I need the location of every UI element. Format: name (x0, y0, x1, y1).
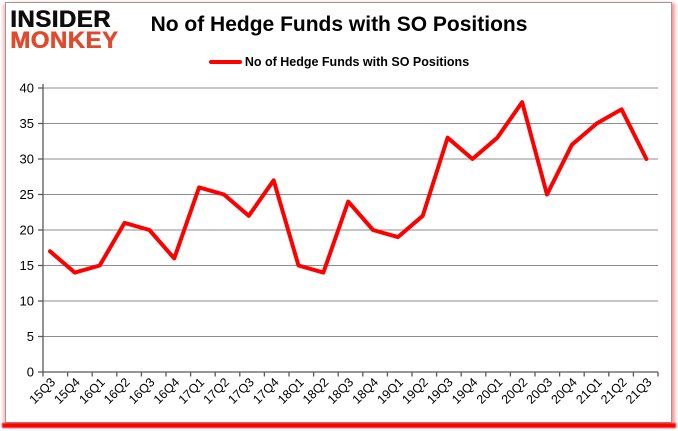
x-tick-label: 19Q3 (424, 375, 456, 407)
x-tick-label: 20Q2 (499, 375, 531, 407)
x-tick-label: 16Q4 (151, 375, 183, 407)
legend-line-swatch (208, 59, 242, 65)
x-tick-label: 18Q4 (350, 375, 382, 407)
y-tick-label: 30 (20, 152, 34, 167)
x-tick-label: 17Q1 (176, 375, 208, 407)
x-tick-label: 19Q1 (374, 375, 406, 407)
x-tick-label: 19Q4 (449, 375, 481, 407)
x-tick-label: 19Q2 (399, 375, 431, 407)
line-series (48, 100, 649, 275)
x-tick-label: 18Q1 (275, 375, 307, 407)
y-tick-label: 40 (20, 81, 34, 96)
x-tick-label: 17Q3 (225, 375, 257, 407)
x-tick-label: 16Q1 (76, 375, 108, 407)
gridlines (43, 87, 658, 337)
y-tick-label: 5 (27, 329, 34, 344)
y-tick-label: 10 (20, 294, 34, 309)
logo-word-monkey: MONKEY (10, 27, 119, 55)
x-tick-label: 20Q4 (548, 375, 580, 407)
y-tick-label: 25 (20, 187, 34, 202)
x-tick-label: 15Q4 (51, 375, 83, 407)
y-tick-label: 35 (20, 116, 34, 131)
x-tick-label: 16Q3 (126, 375, 158, 407)
x-tick-label: 18Q3 (325, 375, 357, 407)
x-tick-label: 21Q2 (598, 375, 630, 407)
y-tick-label: 20 (20, 223, 34, 238)
y-axis: 0 5 10 15 20 25 30 35 40 (20, 81, 44, 380)
x-tick-label: 20Q3 (524, 375, 556, 407)
x-tick-label: 17Q2 (201, 375, 233, 407)
x-tick-label: 20Q1 (474, 375, 506, 407)
x-tick-label: 21Q1 (573, 375, 605, 407)
insider-monkey-logo: INSIDER MONKEY (10, 6, 119, 55)
x-axis: 15Q315Q416Q116Q216Q316Q417Q117Q217Q317Q4… (27, 371, 659, 407)
bottom-accent-bar (2, 423, 676, 428)
x-tick-label: 16Q2 (101, 375, 133, 407)
x-tick-label: 21Q3 (623, 375, 655, 407)
chart-title: No of Hedge Funds with SO Positions (150, 13, 528, 36)
legend: No of Hedge Funds with SO Positions (0, 55, 678, 69)
x-tick-label: 18Q2 (300, 375, 332, 407)
x-tick-label: 15Q3 (27, 375, 59, 407)
y-tick-label: 0 (27, 365, 34, 380)
logo-word-insider: INSIDER (10, 6, 111, 33)
x-tick-label: 17Q4 (250, 375, 282, 407)
y-tick-label: 15 (20, 258, 34, 273)
legend-label: No of Hedge Funds with SO Positions (244, 55, 470, 69)
